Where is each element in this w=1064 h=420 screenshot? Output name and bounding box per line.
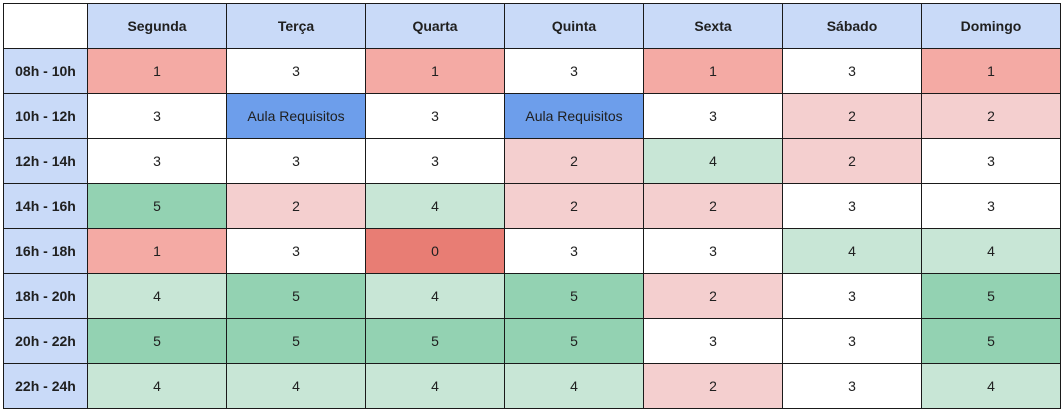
cell-domingo[interactable]: 4 [921, 228, 1061, 274]
cell-terca[interactable]: 2 [226, 183, 366, 229]
cell-quinta[interactable]: 3 [504, 228, 644, 274]
time-slot-label[interactable]: 14h - 16h [3, 183, 88, 229]
cell-sexta[interactable]: 2 [643, 273, 783, 319]
cell-quinta[interactable]: 5 [504, 273, 644, 319]
time-slot-label[interactable]: 18h - 20h [3, 273, 88, 319]
cell-domingo[interactable]: 3 [921, 138, 1061, 184]
cell-sabado[interactable]: 3 [782, 273, 922, 319]
cell-sabado[interactable]: 3 [782, 363, 922, 409]
cell-sexta[interactable]: 3 [643, 228, 783, 274]
day-header-domingo[interactable]: Domingo [921, 3, 1061, 49]
table-row: 20h - 22h 5 5 5 5 3 3 5 [3, 318, 1061, 364]
cell-domingo[interactable]: 4 [921, 363, 1061, 409]
cell-quarta[interactable]: 4 [365, 273, 505, 319]
cell-terca[interactable]: 3 [226, 48, 366, 94]
time-slot-label[interactable]: 08h - 10h [3, 48, 88, 94]
cell-quinta[interactable]: 3 [504, 48, 644, 94]
time-slot-label[interactable]: 16h - 18h [3, 228, 88, 274]
cell-sabado[interactable]: 2 [782, 138, 922, 184]
cell-segunda[interactable]: 4 [87, 363, 227, 409]
cell-sexta[interactable]: 4 [643, 138, 783, 184]
table-row: 22h - 24h 4 4 4 4 2 3 4 [3, 363, 1061, 409]
cell-sabado[interactable]: 2 [782, 93, 922, 139]
day-header-quinta[interactable]: Quinta [504, 3, 644, 49]
cell-sexta[interactable]: 2 [643, 363, 783, 409]
day-header-terca[interactable]: Terça [226, 3, 366, 49]
cell-segunda[interactable]: 5 [87, 183, 227, 229]
cell-terca[interactable]: 5 [226, 318, 366, 364]
cell-sabado[interactable]: 4 [782, 228, 922, 274]
cell-domingo[interactable]: 5 [921, 273, 1061, 319]
cell-quarta[interactable]: 1 [365, 48, 505, 94]
cell-quinta[interactable]: 5 [504, 318, 644, 364]
cell-segunda[interactable]: 3 [87, 138, 227, 184]
day-header-sexta[interactable]: Sexta [643, 3, 783, 49]
cell-segunda[interactable]: 5 [87, 318, 227, 364]
cell-quarta[interactable]: 0 [365, 228, 505, 274]
cell-quarta[interactable]: 5 [365, 318, 505, 364]
cell-quarta[interactable]: 4 [365, 363, 505, 409]
cell-quinta[interactable]: 4 [504, 363, 644, 409]
table-row: 18h - 20h 4 5 4 5 2 3 5 [3, 273, 1061, 319]
time-slot-label[interactable]: 12h - 14h [3, 138, 88, 184]
cell-sabado[interactable]: 3 [782, 183, 922, 229]
cell-domingo[interactable]: 2 [921, 93, 1061, 139]
cell-segunda[interactable]: 1 [87, 228, 227, 274]
day-header-sabado[interactable]: Sábado [782, 3, 922, 49]
table-row: 12h - 14h 3 3 3 2 4 2 3 [3, 138, 1061, 184]
table-row: 16h - 18h 1 3 0 3 3 4 4 [3, 228, 1061, 274]
cell-sexta[interactable]: 3 [643, 93, 783, 139]
cell-terca[interactable]: 3 [226, 228, 366, 274]
cell-terca[interactable]: 3 [226, 138, 366, 184]
cell-domingo[interactable]: 5 [921, 318, 1061, 364]
table-row: 10h - 12h 3 Aula Requisitos 3 Aula Requisito… [3, 93, 1061, 139]
cell-terca[interactable]: 4 [226, 363, 366, 409]
day-header-segunda[interactable]: Segunda [87, 3, 227, 49]
cell-quarta[interactable]: 3 [365, 93, 505, 139]
cell-terca[interactable]: Aula Requisitos [226, 93, 366, 139]
cell-domingo[interactable]: 1 [921, 48, 1061, 94]
cell-domingo[interactable]: 3 [921, 183, 1061, 229]
cell-sexta[interactable]: 1 [643, 48, 783, 94]
header-row: Segunda Terça Quarta Quinta Sexta Sábado… [3, 3, 1061, 49]
day-header-quarta[interactable]: Quarta [365, 3, 505, 49]
table-row: 08h - 10h 1 3 1 3 1 3 1 [3, 48, 1061, 94]
time-slot-label[interactable]: 22h - 24h [3, 363, 88, 409]
cell-quinta[interactable]: Aula Requisitos [504, 93, 644, 139]
cell-quarta[interactable]: 4 [365, 183, 505, 229]
cell-terca[interactable]: 5 [226, 273, 366, 319]
cell-sabado[interactable]: 3 [782, 318, 922, 364]
cell-sexta[interactable]: 3 [643, 318, 783, 364]
time-slot-label[interactable]: 20h - 22h [3, 318, 88, 364]
time-slot-label[interactable]: 10h - 12h [3, 93, 88, 139]
cell-quinta[interactable]: 2 [504, 138, 644, 184]
cell-sabado[interactable]: 3 [782, 48, 922, 94]
cell-quinta[interactable]: 2 [504, 183, 644, 229]
cell-segunda[interactable]: 4 [87, 273, 227, 319]
availability-table: Segunda Terça Quarta Quinta Sexta Sábado… [3, 3, 1061, 409]
cell-segunda[interactable]: 1 [87, 48, 227, 94]
cell-quarta[interactable]: 3 [365, 138, 505, 184]
cell-segunda[interactable]: 3 [87, 93, 227, 139]
corner-cell[interactable] [3, 3, 88, 49]
cell-sexta[interactable]: 2 [643, 183, 783, 229]
table-row: 14h - 16h 5 2 4 2 2 3 3 [3, 183, 1061, 229]
